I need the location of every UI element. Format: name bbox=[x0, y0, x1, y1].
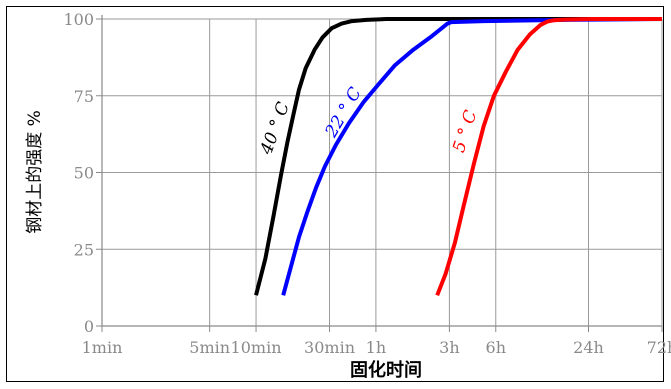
series-annotation: 40 ° C bbox=[256, 100, 294, 158]
chart-frame bbox=[6, 6, 664, 382]
x-tick-label: 30min bbox=[304, 338, 355, 357]
x-tick-label: 1h bbox=[366, 338, 386, 357]
grid-lines bbox=[102, 18, 663, 326]
x-tick-label: 72h bbox=[647, 338, 671, 357]
y-tick-label: 50 bbox=[74, 164, 94, 183]
y-tick-labels: 0 25 50 75 100 bbox=[63, 10, 94, 336]
y-axis-label: 钢材上的强度 % bbox=[25, 110, 45, 234]
y-tick-label: 75 bbox=[74, 87, 94, 106]
x-tick-label: 5min bbox=[189, 338, 230, 357]
axes bbox=[96, 15, 663, 332]
y-tick-label: 25 bbox=[74, 240, 94, 259]
series-line-1 bbox=[281, 17, 663, 296]
series-line-0 bbox=[254, 17, 662, 296]
x-tick-label: 3h bbox=[439, 338, 459, 357]
x-tick-label: 6h bbox=[486, 338, 506, 357]
x-axis-label: 固化时间 bbox=[350, 359, 422, 381]
series-lines bbox=[254, 17, 663, 297]
x-tick-label: 24h bbox=[573, 338, 604, 357]
x-tick-label: 1min bbox=[82, 338, 123, 357]
series-line-2 bbox=[435, 17, 662, 297]
y-tick-label: 0 bbox=[84, 317, 94, 336]
x-tick-label: 10min bbox=[231, 338, 282, 357]
y-tick-label: 100 bbox=[63, 10, 94, 29]
